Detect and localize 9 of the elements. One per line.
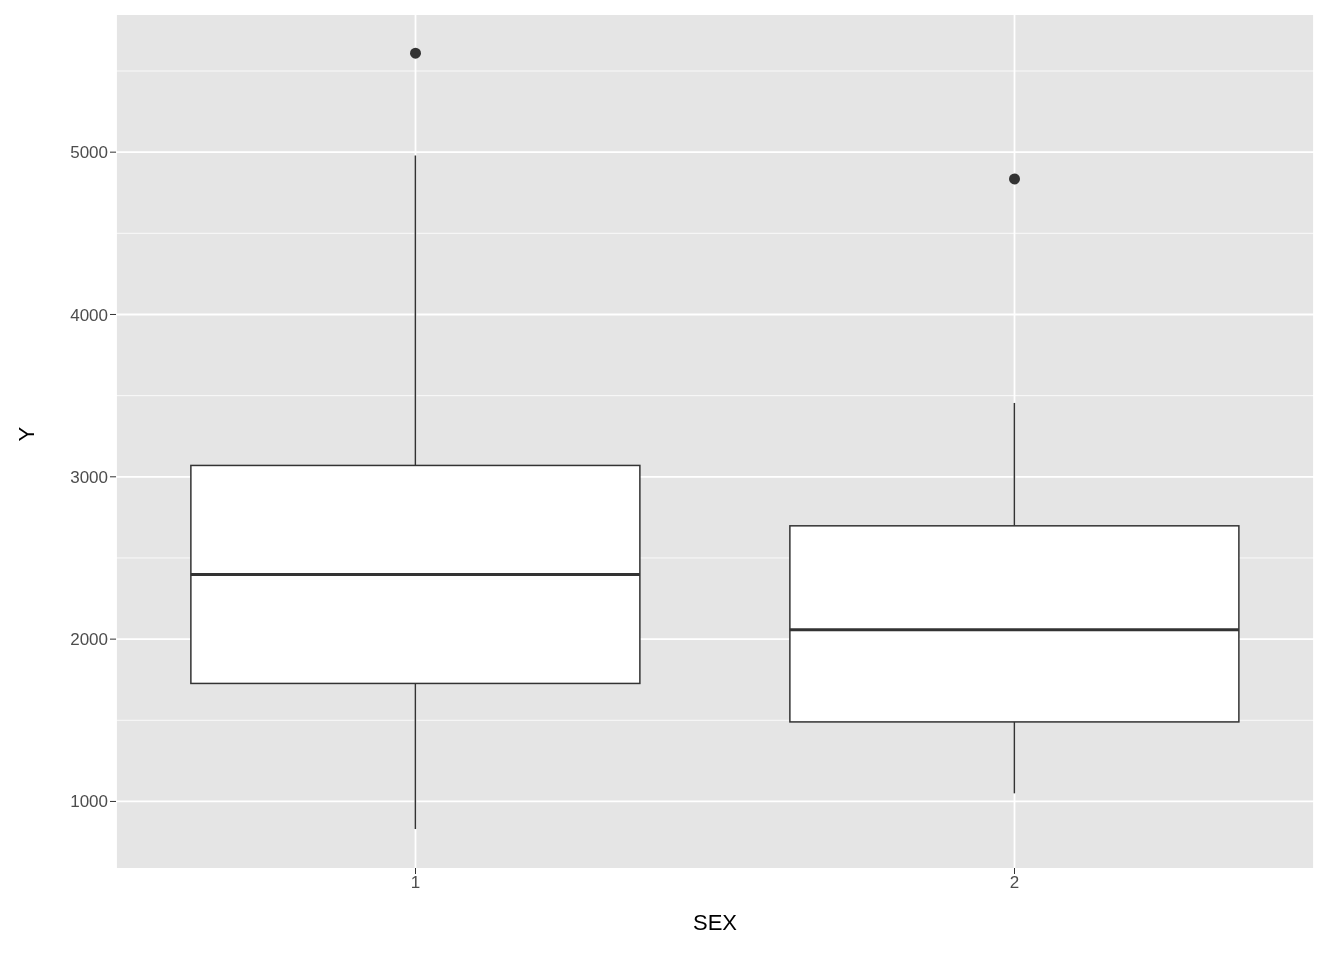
y-tick-label: 2000 [70, 630, 108, 650]
x-tick-label: 2 [1009, 873, 1020, 893]
x-tick-label: 1 [410, 873, 421, 893]
y-tick-label: 4000 [70, 305, 108, 325]
x-axis-title: SEX [692, 910, 738, 935]
y-axis-title: Y [13, 426, 39, 442]
y-tick-label: 1000 [70, 792, 108, 812]
y-tick-label: 3000 [70, 467, 108, 487]
y-tick-label: 5000 [70, 143, 108, 163]
